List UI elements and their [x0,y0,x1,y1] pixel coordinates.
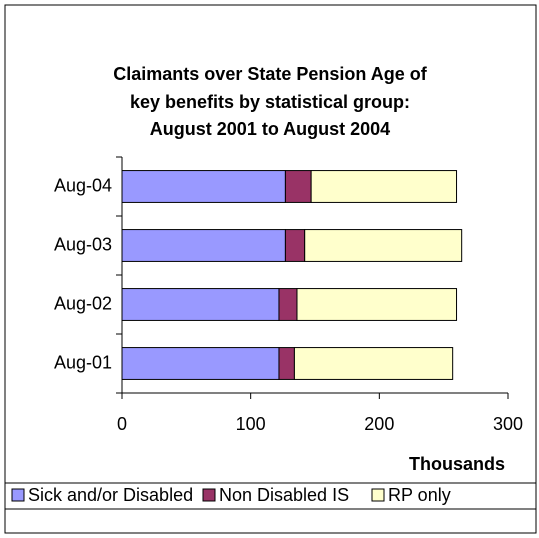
bar-segment [296,288,458,321]
bar-segment [293,347,454,380]
x-tick-label: 0 [117,414,127,434]
bar-segment [121,170,286,203]
bar-segment [284,170,312,203]
legend-label: RP only [388,485,451,505]
bar-segment [304,229,463,262]
legend-swatch [202,488,216,502]
y-tick-label: Aug-01 [54,352,112,372]
x-tick-label: 100 [236,414,266,434]
chart-frame [4,4,537,534]
x-axis-label: Thousands [409,454,505,474]
legend-frame [4,482,537,510]
chart-title: Claimants over State Pension Age of [113,64,427,84]
bar-segment [121,347,280,380]
y-tick-label: Aug-02 [54,293,112,313]
bar-segment [121,288,280,321]
bar-segment [278,347,295,380]
chart-title: key benefits by statistical group: [130,92,410,112]
bar-segment [278,288,298,321]
bar-segment [284,229,306,262]
bar-segment [121,229,286,262]
x-tick-label: 300 [493,414,523,434]
x-tick-label: 200 [364,414,394,434]
bar-segment [310,170,458,203]
legend-swatch [11,488,25,502]
legend-swatch [371,488,385,502]
y-tick-label: Aug-03 [54,234,112,254]
legend-label: Sick and/or Disabled [28,485,193,505]
chart-title: August 2001 to August 2004 [150,119,390,139]
y-tick-label: Aug-04 [54,175,112,195]
legend-label: Non Disabled IS [219,485,349,505]
